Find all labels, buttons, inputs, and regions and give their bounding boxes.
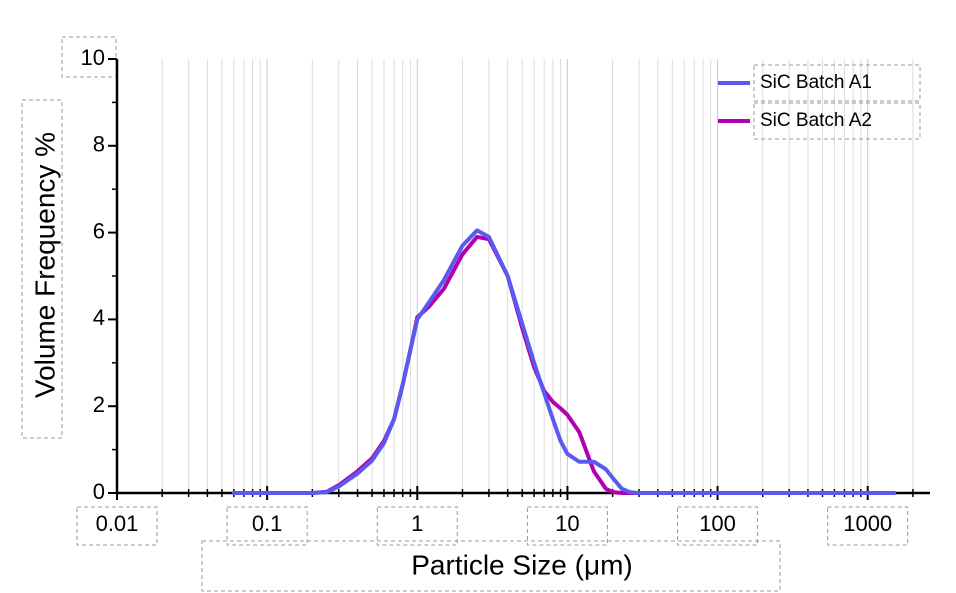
y-tick-label: 4 (93, 305, 105, 330)
label-box (376, 506, 458, 546)
x-tick-label: 10 (555, 511, 579, 536)
legend-label: SiC Batch A1 (760, 72, 872, 93)
x-tick-label: 1000 (843, 511, 892, 536)
x-axis-label: Particle Size (μm) (411, 549, 633, 580)
legend-label: SiC Batch A2 (760, 110, 872, 131)
x-tick-label: 100 (699, 511, 736, 536)
label-box (201, 540, 781, 592)
label-box (76, 506, 158, 546)
y-tick-label: 0 (93, 479, 105, 504)
y-tick-label: 10 (81, 45, 105, 70)
y-axis-label: Volume Frequency % (29, 132, 60, 398)
label-box (61, 36, 117, 78)
label-box (827, 506, 909, 546)
x-tick-label: 1 (411, 511, 423, 536)
x-tick-label: 0.01 (96, 511, 139, 536)
series-line (231, 234, 897, 495)
y-tick-label: 2 (93, 392, 105, 417)
label-box (226, 506, 308, 546)
label-box (677, 506, 759, 546)
y-tick-label: 8 (93, 132, 105, 157)
y-tick-label: 6 (93, 218, 105, 243)
x-tick-label: 0.1 (252, 511, 283, 536)
label-box (526, 506, 608, 546)
series-line (231, 228, 897, 495)
label-box (753, 102, 921, 140)
label-box (753, 64, 921, 102)
